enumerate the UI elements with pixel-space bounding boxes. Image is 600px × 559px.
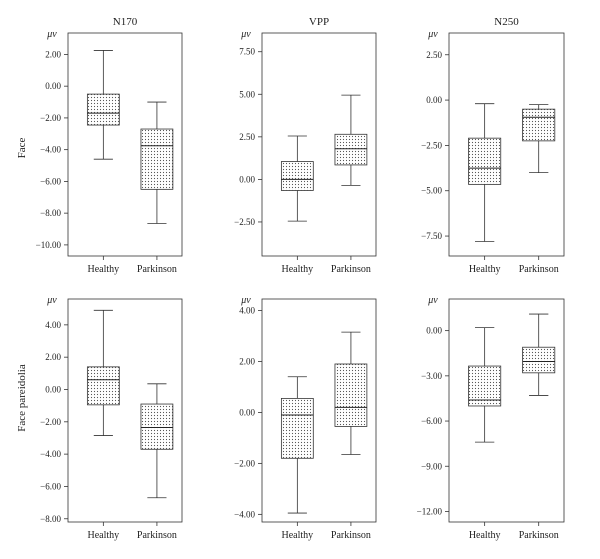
panel-3: N250 μv 2.50 0.00 −2.50 −5.00 −7.50 Healthy Park…	[421, 16, 565, 275]
y-unit-label: μv	[427, 295, 438, 306]
row-label-face: Face	[16, 138, 28, 159]
x-category-label: Healthy	[469, 264, 501, 275]
y-tick-label: −10.00	[36, 240, 62, 250]
y-tick-label: −4.00	[40, 145, 61, 155]
y-tick-label: −2.50	[234, 217, 255, 227]
y-tick-label: −2.50	[421, 140, 442, 150]
panel-6: μv 0.00 −3.00 −6.00 −9.00 −12.00 Healthy Parkin…	[417, 295, 565, 541]
plot-frame	[261, 32, 377, 257]
y-tick-label: −5.00	[421, 186, 442, 196]
x-category-label: Parkinson	[331, 530, 371, 541]
iqr-box	[522, 108, 556, 142]
x-category-label: Parkinson	[331, 264, 371, 275]
x-category-label: Parkinson	[519, 264, 559, 275]
iqr-box	[334, 133, 368, 166]
y-unit-label: μv	[427, 29, 438, 40]
x-category-label: Healthy	[88, 264, 120, 275]
chart-title: N170	[113, 16, 138, 28]
y-tick-label: 0.00	[426, 95, 442, 105]
y-tick-label: −2.00	[234, 458, 255, 468]
y-tick-label: −2.00	[40, 417, 61, 427]
y-unit-label: μv	[46, 29, 57, 40]
y-tick-label: 5.00	[239, 89, 255, 99]
y-unit-label: μv	[46, 295, 57, 306]
plot-frame	[261, 298, 377, 523]
box-parkinson: Parkinson	[137, 383, 177, 541]
y-tick-label: 0.00	[239, 174, 255, 184]
x-category-label: Parkinson	[137, 264, 177, 275]
y-tick-label: 2.00	[45, 352, 61, 362]
x-category-label: Parkinson	[519, 530, 559, 541]
y-tick-label: 7.50	[239, 47, 255, 57]
y-tick-label: 4.00	[239, 305, 255, 315]
y-tick-label: −6.00	[40, 176, 61, 186]
y-tick-label: −6.00	[421, 416, 442, 426]
iqr-box	[468, 365, 502, 407]
box-healthy: Healthy	[280, 135, 314, 275]
y-tick-label: −9.00	[421, 461, 442, 471]
y-tick-label: −7.50	[421, 231, 442, 241]
plot-frame	[448, 298, 565, 523]
iqr-box	[140, 128, 174, 190]
iqr-box	[468, 137, 502, 185]
y-tick-label: 2.50	[426, 50, 442, 60]
y-tick-label: 0.00	[239, 407, 255, 417]
box-parkinson: Parkinson	[519, 313, 559, 541]
y-tick-label: −4.00	[234, 509, 255, 519]
y-tick-label: −3.00	[421, 371, 442, 381]
y-tick-label: −12.00	[417, 506, 443, 516]
y-tick-label: 2.50	[239, 132, 255, 142]
box-parkinson: Parkinson	[137, 101, 177, 275]
y-unit-label: μv	[240, 29, 251, 40]
y-tick-label: 0.00	[426, 326, 442, 336]
panel-1: N170 μv 2.00 0.00 −2.00 −4.00 −6.00 −8.00 −10.00…	[36, 16, 183, 275]
plot-frame	[448, 32, 565, 257]
plot-frame	[67, 298, 183, 523]
y-tick-label: 2.00	[45, 49, 61, 59]
x-category-label: Healthy	[88, 530, 120, 541]
panel-5: μv4.00 2.00 0.00 −2.00 −4.00 Healthy Parkinson	[234, 295, 377, 541]
iqr-box	[280, 161, 314, 191]
x-category-label: Healthy	[282, 530, 314, 541]
box-parkinson: Parkinson	[519, 104, 559, 275]
box-healthy: Healthy	[86, 50, 120, 275]
panel-4: μv 4.00 2.00 0.00 −2.00 −4.00 −6.00 −8.00 Health…	[40, 295, 183, 541]
iqr-box	[86, 366, 120, 406]
y-unit-label: μv	[240, 295, 251, 306]
iqr-box	[522, 346, 556, 374]
chart-title: VPP	[309, 16, 329, 28]
chart-title: N250	[494, 16, 519, 28]
x-category-label: Healthy	[469, 530, 501, 541]
y-tick-label: 2.00	[239, 356, 255, 366]
iqr-box	[280, 397, 314, 459]
box-healthy: Healthy	[468, 327, 502, 541]
row-label-face-pareidolia: Face pareidolia	[16, 364, 28, 432]
y-tick-label: −4.00	[40, 449, 61, 459]
y-tick-label: 0.00	[45, 384, 61, 394]
box-healthy: Healthy	[468, 103, 502, 275]
panel-2: VPP μv 7.50 5.00 2.50 0.00 −2.50 Healthy Parkins…	[234, 16, 377, 275]
x-category-label: Healthy	[282, 264, 314, 275]
y-tick-label: −8.00	[40, 208, 61, 218]
y-tick-label: −6.00	[40, 481, 61, 491]
iqr-box	[86, 93, 120, 126]
iqr-box	[334, 363, 368, 427]
x-category-label: Parkinson	[137, 530, 177, 541]
y-tick-label: 4.00	[45, 320, 61, 330]
box-parkinson: Parkinson	[331, 331, 371, 541]
box-healthy: Healthy	[86, 309, 120, 541]
plot-frame	[67, 32, 183, 257]
box-parkinson: Parkinson	[331, 94, 371, 275]
iqr-box	[140, 403, 174, 450]
box-healthy: Healthy	[280, 376, 314, 541]
y-tick-label: −8.00	[40, 514, 61, 524]
y-tick-label: 0.00	[45, 81, 61, 91]
y-tick-label: −2.00	[40, 113, 61, 123]
